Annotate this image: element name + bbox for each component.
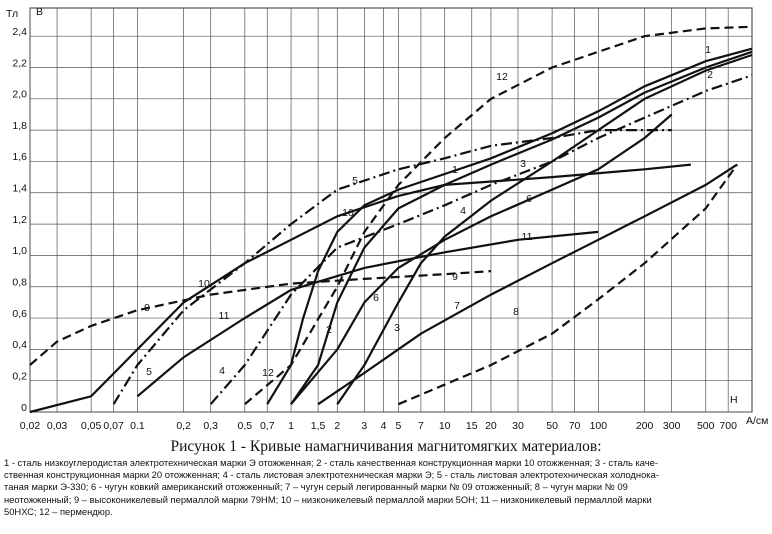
caption-line: 50НХС; 12 – пермендюр. (4, 505, 113, 517)
magnetization-curve (29, 270, 492, 366)
figure-caption: 1 - сталь низкоуглеродистая электротехни… (4, 457, 770, 518)
curve-label: 9 (452, 271, 458, 283)
magnetization-curve (244, 25, 753, 406)
curve-label: 11 (219, 310, 230, 322)
curve-label: 4 (219, 365, 225, 377)
x-tick-label: 20 (485, 420, 497, 432)
curve-label: 2 (326, 324, 332, 336)
magnetization-curve (29, 163, 692, 414)
x-tick-label: 0,07 (103, 420, 124, 432)
chart: Тл B H А/см 0 0,2 0,4 0,6 0,8 1,0 1,2 1,4 1,6 1,8… (6, 6, 768, 432)
x-tick-label: 500 (697, 420, 715, 432)
x-tick-label: 2 (334, 420, 340, 432)
x-label: H (730, 394, 738, 406)
y-tick-label: 1,2 (12, 214, 27, 226)
y-tick-label: 0,2 (12, 370, 27, 382)
y-unit: Тл (6, 8, 18, 20)
plot-frame (29, 7, 753, 413)
x-tick-label: 15 (466, 420, 478, 432)
figure-title: Рисунок 1 - Кривые намагничивания магнит… (170, 438, 602, 455)
x-tick-label: 0,03 (47, 420, 68, 432)
curve-label: 4 (460, 205, 466, 217)
caption-line: таная марки Э-330; 6 - чугун ковкий амер… (4, 481, 628, 493)
x-tick-label: 5 (396, 420, 402, 432)
caption-line: неотожженный; 9 – высоконикелевый пермал… (4, 493, 652, 505)
y-tick-label: 2,0 (12, 89, 27, 101)
curve-label: 6 (373, 292, 379, 304)
curve-label: 3 (394, 322, 400, 334)
x-tick-label: 0,5 (237, 420, 252, 432)
curve-label: 10 (198, 278, 210, 290)
curve-label: 6 (526, 193, 532, 205)
x-tick-label: 0,3 (203, 420, 218, 432)
x-tick-label: 7 (418, 420, 424, 432)
magnetization-curve (397, 163, 738, 406)
y-tick-label: 0,4 (12, 339, 27, 351)
x-tick-label: 70 (569, 420, 581, 432)
x-tick-label: 30 (512, 420, 524, 432)
magnetization-curve (290, 50, 753, 405)
x-tick-label: 700 (719, 420, 737, 432)
x-tick-label: 50 (546, 420, 558, 432)
x-tick-label: 0,02 (20, 420, 41, 432)
x-tick-label: 3 (361, 420, 367, 432)
curve-label: 1 (705, 44, 711, 56)
y-tick-label: 1,8 (12, 120, 27, 132)
magnetization-curve (136, 230, 599, 398)
magnetization-curve (112, 129, 672, 405)
x-tick-label: 200 (636, 420, 654, 432)
curve-label: 7 (454, 300, 460, 312)
x-tick-label: 1 (288, 420, 294, 432)
y-tick-label: 2,2 (12, 57, 27, 69)
y-tick-label: 1,0 (12, 245, 27, 257)
curve-label: 12 (496, 71, 508, 83)
curve-label: 11 (522, 231, 533, 243)
curve-label: 5 (352, 175, 358, 187)
x-unit: А/см (746, 415, 768, 427)
curve-label: 2 (707, 69, 713, 81)
curve-label: 8 (513, 306, 519, 318)
y-tick-label: 1,6 (12, 151, 27, 163)
curve-label: 3 (520, 158, 526, 170)
x-tick-label: 100 (590, 420, 608, 432)
curve-label: 12 (262, 367, 274, 379)
x-tick-label: 0,2 (176, 420, 191, 432)
curve-label: 10 (342, 207, 354, 219)
magnetization-curve (317, 163, 738, 406)
curve-label: 5 (146, 366, 152, 378)
magnetization-curve (336, 53, 753, 405)
x-tick-label: 0,7 (260, 420, 275, 432)
caption-line: ственная конструкционная марки 20 отожже… (4, 469, 659, 481)
y-tick-label: 0,8 (12, 277, 27, 289)
curve-label: 9 (144, 302, 150, 314)
x-tick-label: 4 (381, 420, 387, 432)
magnetization-curve (290, 113, 673, 405)
curve-label: 1 (452, 164, 458, 176)
y-tick-label: 0,6 (12, 308, 27, 320)
x-tick-label: 1,5 (311, 420, 326, 432)
x-tick-label: 300 (663, 420, 681, 432)
y-tick-label: 0 (21, 402, 27, 414)
magnetization-curve (266, 47, 753, 405)
x-tick-label: 10 (439, 420, 451, 432)
x-tick-label: 0,05 (81, 420, 102, 432)
magnetization-curve (209, 74, 753, 405)
y-tick-label: 1,4 (12, 183, 27, 195)
y-tick-label: 2,4 (12, 26, 27, 38)
caption-line: 1 - сталь низкоуглеродистая электротехни… (4, 457, 659, 468)
y-label: B (36, 6, 43, 18)
x-tick-label: 0.1 (130, 420, 145, 432)
